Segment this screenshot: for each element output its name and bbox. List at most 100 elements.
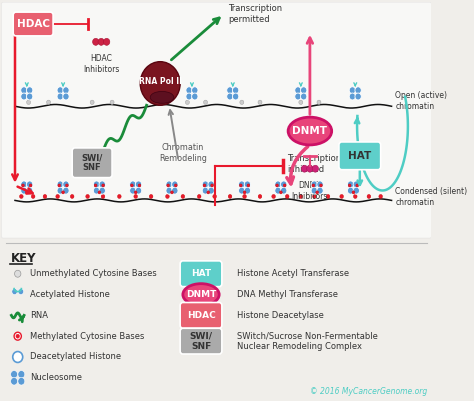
Circle shape [307, 165, 313, 172]
FancyBboxPatch shape [180, 302, 222, 328]
Text: HDAC: HDAC [17, 19, 50, 29]
Text: SWI/
SNF: SWI/ SNF [190, 332, 212, 351]
Circle shape [86, 194, 90, 198]
Text: Nucleosome: Nucleosome [30, 373, 82, 382]
Text: Transcription
inhibited: Transcription inhibited [287, 154, 341, 174]
Circle shape [93, 181, 100, 188]
Circle shape [243, 191, 246, 194]
Circle shape [92, 38, 99, 45]
Circle shape [27, 87, 33, 94]
Circle shape [136, 187, 142, 194]
Circle shape [130, 181, 136, 188]
FancyBboxPatch shape [1, 2, 431, 238]
Text: DNMT
Inhibitors: DNMT Inhibitors [292, 180, 328, 200]
FancyBboxPatch shape [180, 328, 222, 354]
Circle shape [26, 191, 28, 194]
Circle shape [94, 184, 97, 187]
Circle shape [356, 184, 359, 187]
Circle shape [317, 187, 323, 194]
Circle shape [22, 184, 24, 187]
Circle shape [19, 194, 23, 198]
Text: Unmethylated Cytosine Bases: Unmethylated Cytosine Bases [30, 269, 157, 278]
Circle shape [130, 187, 136, 194]
Circle shape [46, 100, 51, 105]
Circle shape [299, 100, 303, 105]
Circle shape [31, 194, 35, 198]
Circle shape [244, 181, 251, 188]
Circle shape [166, 187, 172, 194]
Circle shape [208, 181, 214, 188]
Circle shape [165, 194, 169, 198]
Circle shape [12, 289, 17, 295]
Circle shape [98, 191, 101, 194]
Circle shape [258, 100, 262, 105]
Circle shape [18, 371, 25, 378]
Circle shape [191, 87, 198, 94]
Circle shape [186, 93, 192, 100]
Circle shape [138, 184, 141, 187]
Circle shape [317, 181, 323, 188]
Circle shape [326, 194, 330, 198]
Circle shape [207, 191, 210, 194]
Text: Histone Acetyl Transferase: Histone Acetyl Transferase [237, 269, 349, 278]
Circle shape [10, 371, 18, 378]
Circle shape [149, 194, 153, 198]
Circle shape [27, 181, 33, 188]
Circle shape [239, 184, 242, 187]
Circle shape [90, 100, 94, 105]
Text: HDAC
Inhibitors: HDAC Inhibitors [83, 54, 119, 74]
Circle shape [202, 181, 209, 188]
Circle shape [172, 187, 178, 194]
Circle shape [43, 194, 47, 198]
Circle shape [247, 184, 250, 187]
Circle shape [14, 332, 21, 340]
Circle shape [232, 93, 239, 100]
Circle shape [166, 181, 172, 188]
Ellipse shape [150, 91, 174, 103]
Text: KEY: KEY [10, 252, 36, 265]
Circle shape [354, 194, 357, 198]
Circle shape [181, 194, 185, 198]
Circle shape [101, 194, 105, 198]
Circle shape [275, 181, 281, 188]
Circle shape [227, 93, 233, 100]
Circle shape [136, 181, 142, 188]
Circle shape [21, 87, 27, 94]
Text: RNA: RNA [30, 311, 48, 320]
FancyBboxPatch shape [180, 261, 222, 287]
Circle shape [312, 184, 315, 187]
Circle shape [301, 87, 307, 94]
Circle shape [232, 87, 239, 94]
Circle shape [102, 184, 105, 187]
Circle shape [27, 93, 33, 100]
Circle shape [27, 187, 33, 194]
Circle shape [197, 194, 201, 198]
Circle shape [258, 194, 262, 198]
Circle shape [27, 100, 31, 105]
Circle shape [355, 93, 361, 100]
Circle shape [313, 194, 316, 198]
Circle shape [185, 100, 190, 105]
Text: DNA Methyl Transferase: DNA Methyl Transferase [237, 290, 338, 299]
Circle shape [98, 38, 104, 45]
Circle shape [203, 100, 208, 105]
Circle shape [63, 187, 69, 194]
Circle shape [355, 87, 361, 94]
Circle shape [62, 191, 64, 194]
Circle shape [65, 184, 68, 187]
Ellipse shape [183, 284, 219, 306]
Circle shape [285, 194, 289, 198]
Circle shape [57, 87, 64, 94]
Text: DNMT: DNMT [292, 126, 328, 136]
Circle shape [301, 165, 308, 172]
Circle shape [213, 194, 217, 198]
Circle shape [57, 187, 64, 194]
Circle shape [93, 187, 100, 194]
Circle shape [301, 93, 307, 100]
Circle shape [281, 181, 287, 188]
Circle shape [21, 187, 27, 194]
Circle shape [244, 187, 251, 194]
Circle shape [238, 187, 245, 194]
Circle shape [311, 187, 318, 194]
Circle shape [174, 184, 177, 187]
